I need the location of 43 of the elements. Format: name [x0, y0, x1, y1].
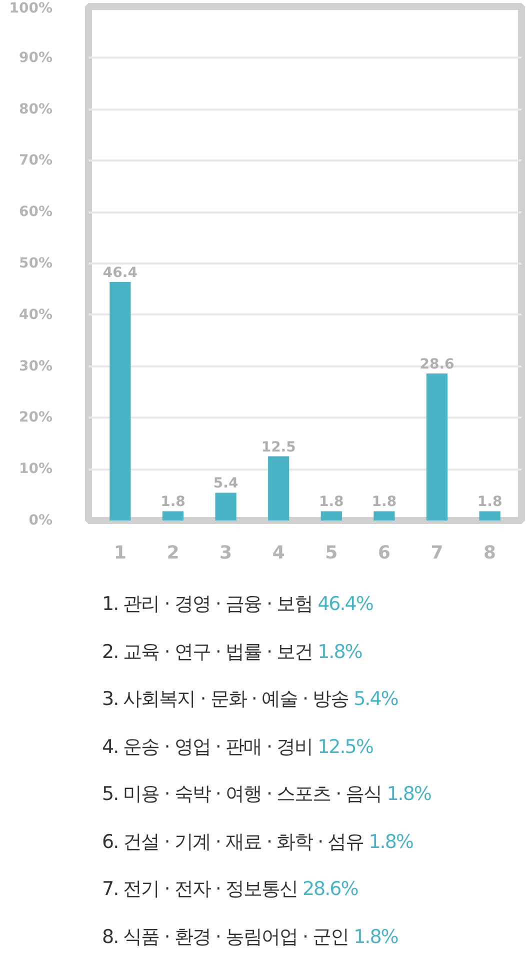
text: 5. 미용 · 숙박 · 여행 · 스포츠 · 음식 1.8%: [102, 782, 431, 807]
x-tick-label: 5: [325, 542, 338, 564]
data-label: 1.8: [160, 494, 186, 510]
data-label: 5.4: [213, 476, 238, 492]
y-tick-label: 0%: [28, 512, 53, 528]
y-tick-label: 60%: [18, 204, 53, 220]
data-label: 1.8: [477, 494, 502, 510]
bar: [320, 511, 342, 520]
x-tick-label: 8: [484, 542, 496, 564]
y-tick-label: 50%: [18, 256, 53, 272]
x-tick-label: 1: [114, 542, 126, 564]
text: 1. 관리 · 경영 · 금융 · 보험 46.4%: [102, 592, 374, 617]
bar: [110, 282, 131, 520]
data-label: 46.4: [102, 265, 138, 282]
y-tick-label: 100%: [9, 0, 53, 16]
text: 4. 운송 · 영업 · 판매 · 경비 12.5%: [102, 734, 374, 760]
text: 7. 전기 · 전자 · 정보통신 28.6%: [102, 877, 359, 902]
data-label: 28.6: [420, 356, 454, 372]
text: 2. 교육 · 연구 · 법률 · 보건 1.8%: [102, 640, 363, 664]
y-tick-label: 10%: [18, 461, 53, 478]
text: 6. 건설 · 기계 · 재료 · 화학 · 섬유 1.8%: [102, 830, 414, 854]
x-tick-label: 6: [378, 542, 390, 564]
bar: [374, 511, 395, 520]
y-tick-label: 20%: [18, 410, 53, 426]
x-tick-label: 3: [220, 542, 232, 564]
bar: [268, 456, 290, 520]
bar: [215, 492, 236, 520]
x-tick-label: 2: [166, 542, 180, 564]
y-tick-label: 80%: [18, 101, 53, 118]
y-tick-label: 70%: [18, 152, 53, 169]
bar: [479, 511, 500, 520]
data-label: 1.8: [372, 494, 397, 510]
text: 8. 식품 · 환경 · 농림어업 · 군인 1.8%: [102, 924, 399, 950]
bar: [162, 511, 184, 520]
text: 3. 사회복지 · 문화 · 예술 · 방송 5.4%: [102, 687, 399, 712]
y-tick-label: 40%: [18, 306, 53, 323]
bar: [426, 373, 448, 520]
x-tick-label: 7: [430, 542, 444, 564]
y-tick-label: 90%: [18, 50, 53, 66]
data-label: 1.8: [319, 494, 344, 510]
y-tick-label: 30%: [18, 358, 53, 374]
x-tick-label: 4: [272, 542, 285, 564]
data-label: 12.5: [261, 439, 296, 456]
